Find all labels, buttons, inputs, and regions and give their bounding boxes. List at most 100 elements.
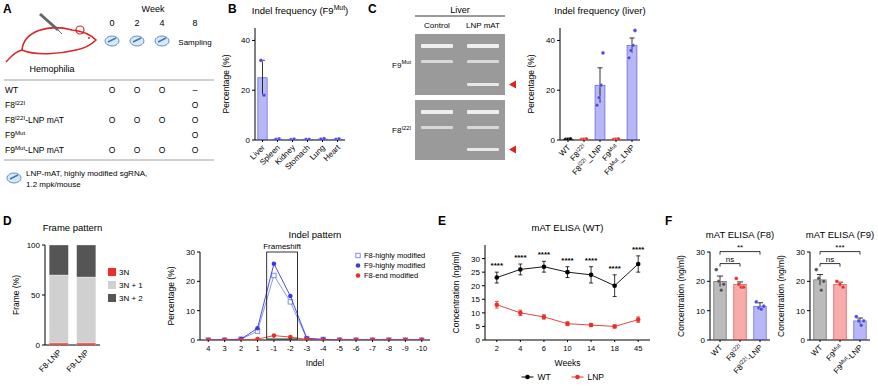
series-line <box>497 264 638 286</box>
schedule-mark: O <box>192 115 199 125</box>
x-tick <box>616 140 617 142</box>
icon-syringe <box>108 38 116 42</box>
y-axis-title: Frame (%) <box>11 275 21 315</box>
y-tick-label: 0 <box>801 336 806 345</box>
y-tick-label: 10 <box>186 307 195 316</box>
y-axis-title: Percentage (%) <box>221 54 231 113</box>
x-tick <box>241 340 242 342</box>
icon-dish <box>155 36 169 46</box>
error-bar <box>636 317 640 322</box>
background <box>0 0 878 386</box>
legend-swatch <box>108 268 116 276</box>
icon-syringe <box>10 175 18 179</box>
plot-area <box>206 261 424 340</box>
x-tick-label: 3 <box>223 344 227 353</box>
x-tick <box>568 140 569 142</box>
gel-band <box>467 148 499 151</box>
y-tick <box>42 345 45 346</box>
x-tick <box>820 340 821 342</box>
data-point <box>714 268 718 272</box>
y-tick <box>707 310 710 311</box>
y-axis-title: Percentage (%) <box>526 54 536 113</box>
x-tick <box>208 340 209 342</box>
y-tick-label: 40 <box>546 36 555 45</box>
marker <box>589 323 594 328</box>
data-point <box>754 300 758 304</box>
error-bar <box>495 301 499 308</box>
data-point <box>617 137 621 140</box>
bar <box>734 284 746 340</box>
annotation-box <box>267 252 298 339</box>
gel-rule <box>415 16 505 17</box>
y-axis <box>560 28 561 140</box>
legend-marker <box>525 375 530 380</box>
y-tick-label: 100 <box>27 241 41 250</box>
x-axis-title: Weeks <box>555 358 581 368</box>
gel-band <box>421 44 453 48</box>
group-label: F9Mut-LNP mAT <box>5 144 64 155</box>
data-point <box>838 282 842 286</box>
legend-label: 3N + 2 <box>119 294 143 303</box>
model-label: Hemophilia <box>29 64 74 74</box>
marker <box>370 338 375 340</box>
x-tick-label: 10 <box>563 344 571 353</box>
series-line <box>208 264 422 340</box>
significance-label: *** <box>835 243 844 252</box>
mouse-tail <box>6 50 22 62</box>
y-tick-label: 25 <box>471 268 480 277</box>
data-point <box>817 277 821 281</box>
data-point <box>292 137 296 140</box>
marker <box>494 275 499 280</box>
schedule-mark: O <box>134 115 141 125</box>
y-tick <box>252 140 255 141</box>
x-tick-label: F9Mut_LNP <box>602 142 637 177</box>
bar-segment <box>77 343 96 345</box>
marker <box>518 311 523 316</box>
lane-label: Control <box>424 21 450 30</box>
y-tick <box>482 299 485 300</box>
error-bar <box>817 275 823 286</box>
icon-dish <box>130 36 144 46</box>
x-tick-label: -2 <box>287 344 294 353</box>
panel-label: D <box>3 214 12 228</box>
error-bar <box>613 275 617 297</box>
x-tick <box>262 140 263 142</box>
x-tick <box>860 340 861 342</box>
week-label: 4 <box>159 18 164 28</box>
marker <box>636 262 641 267</box>
schedule-mark: O <box>109 145 116 155</box>
y-tick <box>707 340 710 341</box>
y-tick-label: 0 <box>476 336 481 345</box>
marker <box>206 338 210 340</box>
x-tick-label: WT <box>809 343 824 358</box>
icon-dish <box>105 36 119 46</box>
legend-swatch <box>108 281 116 289</box>
marker <box>542 264 547 269</box>
mouse-body <box>22 28 96 54</box>
marker <box>589 273 594 278</box>
schedule-mark: O <box>109 115 116 125</box>
x-tick-label: F9-LNP <box>65 348 91 374</box>
error-bar <box>613 325 617 328</box>
y-tick-label: 20 <box>186 277 195 286</box>
x-tick-label: WT <box>709 343 724 358</box>
icon-syringe <box>158 38 166 42</box>
x-tick <box>257 340 258 342</box>
data-point <box>259 58 263 62</box>
marker <box>337 338 341 340</box>
chart-title: Frame pattern <box>43 222 103 233</box>
x-tick <box>323 340 324 342</box>
schematic-legend: 1.2 mpk/mouse <box>26 180 81 189</box>
cleavage-arrow <box>509 81 516 89</box>
data-point <box>859 323 863 327</box>
schedule-mark: – <box>193 85 198 95</box>
chart-title: Indel pattern <box>289 229 342 240</box>
y-tick-label: 20 <box>471 282 480 291</box>
data-point <box>595 103 599 107</box>
x-tick-label: 45 <box>634 344 642 353</box>
y-tick <box>482 258 485 259</box>
figure: ABCDEFHemophiliaWeek0248SamplingWTOOO–F8… <box>0 0 878 386</box>
significance-bracket <box>820 252 860 255</box>
data-point <box>854 315 858 319</box>
x-tick <box>632 140 633 142</box>
